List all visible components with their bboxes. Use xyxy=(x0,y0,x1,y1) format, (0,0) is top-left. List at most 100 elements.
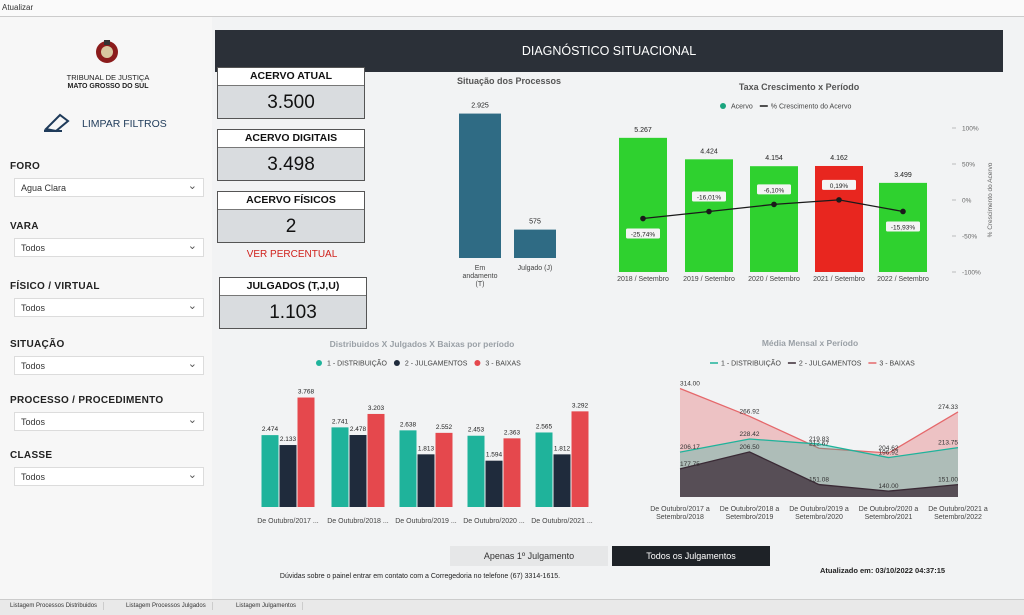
data-label: 177.75 xyxy=(680,461,700,468)
y2-tick-label: 50% xyxy=(962,162,975,169)
data-label: 3.292 xyxy=(572,402,589,409)
data-label: 228.42 xyxy=(740,431,760,438)
y2-tick-label: 0% xyxy=(962,198,972,205)
refresh[interactable]: Atualizar xyxy=(2,3,34,12)
line-point xyxy=(836,197,842,203)
x-tick-label: De Outubro/2017 ... xyxy=(257,518,319,525)
area xyxy=(680,451,958,497)
header-bar: DIAGNÓSTICO SITUACIONAL xyxy=(215,30,1003,72)
top-bar: Atualizar xyxy=(0,0,1024,17)
data-label-bg xyxy=(822,179,856,190)
data-label: -15,93% xyxy=(891,224,915,231)
bar xyxy=(750,166,798,272)
data-label: 2.474 xyxy=(262,426,279,433)
legend-label: Acervo xyxy=(731,104,753,111)
data-label: 140.00 xyxy=(879,483,899,490)
x-tick-label: De Outubro/2020 ... xyxy=(463,518,525,525)
legend-label: 1 - DISTRIBUIÇÃO xyxy=(327,359,387,368)
data-label: 2.565 xyxy=(536,423,553,430)
filter-label: SITUAÇÃO xyxy=(10,339,65,350)
kpi-value: 3.498 xyxy=(267,154,315,175)
filter-dropdown[interactable]: Todos xyxy=(14,467,204,486)
data-label: 2.741 xyxy=(332,418,349,425)
data-label: 206.17 xyxy=(680,444,700,451)
ver-percentual[interactable]: VER PERCENTUAL xyxy=(246,249,338,260)
filter-label: VARA xyxy=(10,221,39,232)
x-tick-label: 2019 / Setembro xyxy=(683,276,735,283)
bar xyxy=(349,435,367,507)
filter-dropdown[interactable]: Todos xyxy=(14,238,204,257)
legend-swatch xyxy=(720,103,726,109)
x-tick-label: De Outubro/2019 a Setembro/2020 xyxy=(789,506,849,521)
data-label: 4.424 xyxy=(700,148,718,155)
line-point xyxy=(771,201,777,208)
filter-dropdown[interactable]: Agua Clara xyxy=(14,178,204,197)
legend-swatch xyxy=(393,360,400,366)
bar xyxy=(514,229,556,258)
kpi-label: ACERVO DIGITAIS xyxy=(218,130,364,148)
chart-title: Média Mensal x Período xyxy=(762,338,858,348)
bar xyxy=(367,413,385,507)
data-label: 4.162 xyxy=(830,155,848,162)
legend-label: 3 - BAIXAS xyxy=(879,361,915,368)
data-label: 266.92 xyxy=(740,408,760,415)
x-tick-label: De Outubro/2018 a Setembro/2019 xyxy=(719,506,780,521)
filter-label: PROCESSO / PROCEDIMENTO xyxy=(10,395,164,406)
legend-swatch xyxy=(316,360,322,366)
data-label-bg xyxy=(626,228,660,239)
filter-label: CLASSE xyxy=(10,450,53,461)
data-label: 2.478 xyxy=(350,426,367,433)
kpi-card: JULGADOS (T,J,U) 1.103 xyxy=(219,277,367,329)
bar xyxy=(619,137,667,272)
line xyxy=(679,387,959,454)
filter-dropdown[interactable]: Todos xyxy=(14,356,204,375)
bar xyxy=(261,435,279,507)
bar xyxy=(459,113,501,258)
kpi-card: ACERVO DIGITAIS 3.498 xyxy=(217,129,365,181)
kpi-value: 3.500 xyxy=(267,92,315,113)
data-label: 3.203 xyxy=(368,405,385,412)
legend-label: % Crescimento do Acervo xyxy=(771,104,852,111)
sidebar: TRIBUNAL DE JUSTIÇA MATO GROSSO DO SUL L… xyxy=(0,17,212,599)
legend-label: 1 - DISTRIBUIÇÃO xyxy=(721,359,781,368)
bar xyxy=(535,432,553,507)
data-label: 2.552 xyxy=(436,424,453,431)
chart-title: Situação dos Processos xyxy=(457,76,561,86)
data-label: 4.154 xyxy=(765,155,783,162)
data-label: 2.925 xyxy=(471,103,489,110)
bar xyxy=(297,397,315,507)
x-tick-label: Em andamento (T) xyxy=(462,265,498,288)
x-tick-label: Julgado (J) xyxy=(517,265,553,272)
data-label: 1.813 xyxy=(418,445,435,452)
bar xyxy=(279,445,297,507)
header-title: DIAGNÓSTICO SITUACIONAL xyxy=(521,44,697,58)
tab[interactable]: Listagem Processos Julgados xyxy=(120,602,213,610)
contact-note: Dúvidas sobre o painel entrar em contato… xyxy=(279,573,561,580)
filter-dropdown[interactable]: Todos xyxy=(14,298,204,317)
bar xyxy=(553,454,571,507)
updated-at: Atualizado em: 03/10/2022 04:37:15 xyxy=(820,566,946,575)
data-label: 151.00 xyxy=(938,477,958,484)
kpi-card: ACERVO ATUAL 3.500 xyxy=(217,67,365,119)
bar xyxy=(503,438,521,507)
filter-dropdown[interactable]: Todos xyxy=(14,412,204,431)
line-point xyxy=(640,215,646,222)
x-tick-label: 2020 / Setembro xyxy=(748,276,800,283)
tab[interactable]: Listagem Processos Distribuidos xyxy=(4,602,105,610)
filter-label: FORO xyxy=(10,161,41,172)
tab[interactable]: Listagem Julgamentos xyxy=(230,602,304,610)
legend-label: 2 - JULGAMENTOS xyxy=(405,361,468,368)
data-label-bg xyxy=(692,191,726,202)
logo xyxy=(96,40,118,63)
kpi-value: 2 xyxy=(285,216,297,237)
y2-axis-title: % Crescimento do Acervo xyxy=(987,162,994,237)
data-label: 5.267 xyxy=(634,127,652,134)
toggle-button[interactable]: Todos os Julgamentos xyxy=(612,546,770,566)
data-label: 274.33 xyxy=(938,404,958,411)
chart-title: Taxa Crescimento x Período xyxy=(739,82,860,92)
toggle-button[interactable]: Apenas 1º Julgamento xyxy=(450,546,608,566)
line-point xyxy=(900,208,906,215)
clear-filters[interactable]: LIMPAR FILTROS xyxy=(82,118,167,130)
filter-label: FÍSICO / VIRTUAL xyxy=(10,281,100,292)
kpi-card: ACERVO FÍSICOS 2 xyxy=(217,191,365,243)
